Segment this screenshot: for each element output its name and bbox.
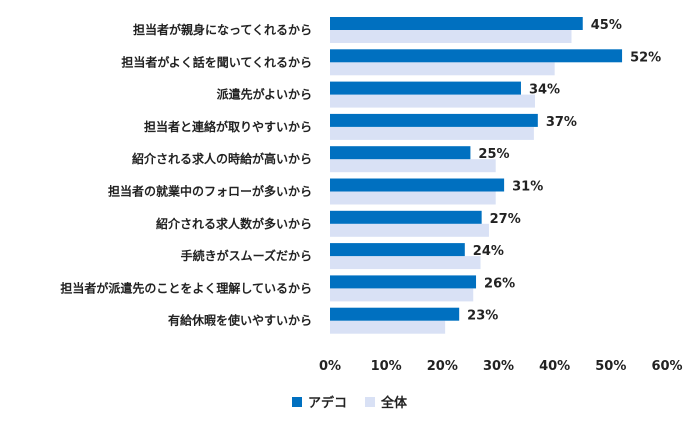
bar-adecco bbox=[330, 275, 477, 289]
bar-overall bbox=[330, 126, 534, 140]
category-labels: 担当者が親身になってくれるから担当者がよく話を聞いてくれるから派遣先がよいから担… bbox=[60, 22, 312, 328]
bar-adecco bbox=[330, 113, 538, 127]
category-label: 担当者が親身になってくれるから bbox=[133, 22, 312, 37]
bar-overall bbox=[330, 191, 496, 205]
bar-adecco bbox=[330, 17, 583, 30]
bar-overall bbox=[330, 320, 446, 334]
bar-adecco bbox=[330, 146, 471, 160]
data-label: 31% bbox=[512, 180, 543, 195]
bar-adecco bbox=[330, 49, 623, 63]
x-tick-label: 50% bbox=[595, 359, 626, 374]
legend-label-overall: 全体 bbox=[381, 396, 408, 411]
category-label: 紹介される求人数が多いから bbox=[156, 216, 312, 231]
category-label: 手続きがスムーズだから bbox=[181, 248, 312, 263]
bar-adecco bbox=[330, 307, 460, 321]
data-label: 23% bbox=[467, 309, 498, 324]
category-label: 担当者が派遣先のことをよく理解しているから bbox=[60, 280, 312, 295]
bar-overall bbox=[330, 288, 474, 302]
category-label: 有給休暇を使いやすいから bbox=[168, 313, 312, 328]
bar-overall bbox=[330, 223, 489, 237]
x-tick-label: 40% bbox=[539, 359, 570, 374]
legend-swatch-adecco bbox=[292, 396, 302, 407]
data-labels: 45% 52% 34% 37% 25% 31% 27% 24% 26% 23% bbox=[467, 18, 661, 324]
bar-adecco bbox=[330, 81, 521, 95]
bar-overall bbox=[330, 62, 555, 76]
x-tick-label: 30% bbox=[483, 359, 514, 374]
category-label: 担当者の就業中のフォローが多いから bbox=[108, 184, 312, 199]
legend-swatch-overall bbox=[365, 396, 376, 407]
x-tick-label: 60% bbox=[651, 359, 682, 374]
bar-adecco bbox=[330, 243, 465, 257]
legend-item-adecco: アデコ bbox=[292, 392, 347, 411]
data-label: 27% bbox=[490, 212, 521, 227]
data-label: 37% bbox=[546, 115, 577, 130]
bars bbox=[330, 17, 623, 334]
legend-label-adecco: アデコ bbox=[308, 396, 348, 411]
x-tick-label: 20% bbox=[427, 359, 458, 374]
bar-overall bbox=[330, 30, 572, 43]
bar-adecco bbox=[330, 178, 505, 192]
category-label: 紹介される求人の時給が高いから bbox=[132, 151, 312, 166]
data-label: 25% bbox=[478, 147, 509, 162]
x-tick-label: 10% bbox=[371, 359, 402, 374]
data-label: 52% bbox=[630, 50, 661, 65]
bar-overall bbox=[330, 159, 496, 173]
data-label: 24% bbox=[473, 244, 504, 259]
data-label: 34% bbox=[529, 83, 560, 98]
legend-item-overall: 全体 bbox=[365, 392, 407, 411]
x-axis-ticks: 0% 10% 20% 30% 40% 50% 60% bbox=[319, 359, 683, 374]
bar-overall bbox=[330, 94, 536, 108]
bar-adecco bbox=[330, 210, 482, 224]
bar-overall bbox=[330, 256, 481, 270]
data-label: 26% bbox=[484, 276, 515, 291]
category-label: 派遣先がよいから bbox=[217, 87, 312, 102]
data-label: 45% bbox=[591, 18, 622, 33]
category-label: 担当者と連絡が取りやすいから bbox=[144, 119, 312, 134]
legend: アデコ 全体 bbox=[292, 392, 425, 411]
x-tick-label: 0% bbox=[319, 359, 341, 374]
category-label: 担当者がよく話を聞いてくれるから bbox=[121, 54, 312, 69]
